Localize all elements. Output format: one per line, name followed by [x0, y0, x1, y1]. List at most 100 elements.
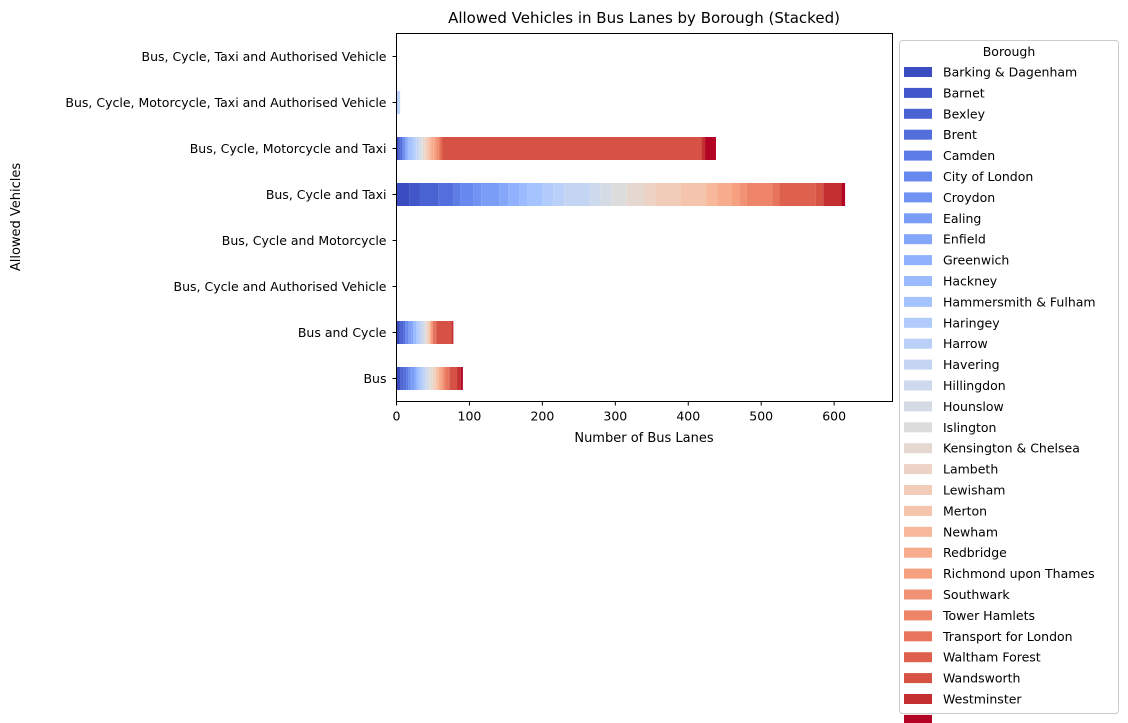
- x-tick-label: 300: [603, 409, 627, 424]
- legend-swatch: [904, 317, 932, 328]
- bar-segment: [419, 321, 421, 344]
- legend-label: Islington: [943, 420, 996, 435]
- legend-swatch: [904, 87, 932, 98]
- bar-segment: [430, 321, 432, 344]
- bar-segment: [440, 137, 443, 160]
- bar-segment: [705, 137, 716, 160]
- legend-label: Westminster: [943, 692, 1022, 707]
- bar-segment: [409, 183, 421, 206]
- bar-segment: [460, 183, 474, 206]
- legend-label: Lambeth: [943, 462, 998, 477]
- plot-area: Bus Bus and Cycle Bus, Cycle and Authorise…: [65, 33, 893, 424]
- legend-label: Bexley: [943, 106, 986, 121]
- bar-segment: [417, 321, 420, 344]
- legend-swatch: [904, 673, 932, 684]
- bar-segment: [427, 137, 430, 160]
- bar-segment: [411, 367, 415, 390]
- bar-segment: [423, 321, 425, 344]
- bar-segment: [499, 183, 509, 206]
- bar-segment: [445, 367, 449, 390]
- legend-swatch: [904, 129, 932, 140]
- bar-segment: [432, 367, 435, 390]
- bar-segment: [442, 367, 444, 390]
- legend: Borough Barking & Dagenham Barnet Bexley Br…: [899, 40, 1119, 723]
- legend-swatch: [904, 359, 932, 370]
- bar-segment: [409, 321, 412, 344]
- bar-segment: [418, 137, 420, 160]
- legend-label: Richmond upon Thames: [943, 566, 1095, 581]
- bar-segment: [399, 91, 401, 114]
- bar-segment: [404, 137, 406, 160]
- legend-swatch: [904, 338, 932, 349]
- legend-swatch: [904, 610, 932, 621]
- bar-segment: [415, 367, 417, 390]
- bar-segment: [408, 367, 411, 390]
- bar-segment: [429, 367, 431, 390]
- bar-segment: [406, 367, 409, 390]
- bar-segment: [422, 137, 425, 160]
- bar-segment: [410, 137, 413, 160]
- bar-segment: [841, 183, 846, 206]
- bar-segment: [397, 91, 398, 114]
- y-tick-label: Bus, Cycle, Motorcycle and Taxi: [190, 141, 387, 156]
- bar-segment: [626, 183, 645, 206]
- legend-items: Barking & Dagenham Barnet Bexley Brent Camde…: [904, 65, 1096, 723]
- bar-segment: [519, 183, 528, 206]
- bar-segment: [419, 137, 422, 160]
- bar-segment: [439, 137, 441, 160]
- bar-segment: [706, 183, 718, 206]
- legend-swatch: [904, 234, 932, 245]
- bar-segment: [410, 367, 412, 390]
- legend-label: Hounslow: [943, 399, 1004, 414]
- bar-segment: [600, 183, 612, 206]
- bar-segment: [701, 137, 706, 160]
- bar-segment: [405, 137, 407, 160]
- bar-segment: [396, 137, 399, 160]
- bar-segment: [448, 367, 450, 390]
- legend-label: Greenwich: [943, 253, 1009, 268]
- legend-label: Lewisham: [943, 483, 1005, 498]
- bar-segment: [428, 321, 430, 344]
- legend-swatch: [904, 652, 932, 663]
- bar-segment: [425, 321, 427, 344]
- legend-label: Croydon: [943, 190, 995, 205]
- legend-label: Merton: [943, 503, 987, 518]
- bar-segment: [408, 137, 411, 160]
- x-tick-label: 400: [676, 409, 700, 424]
- legend-label: Hackney: [943, 274, 998, 289]
- legend-label: Ealing: [943, 211, 981, 226]
- bar-segment: [420, 183, 439, 206]
- bar-segment: [416, 321, 418, 344]
- bar-segment: [746, 183, 773, 206]
- bar-segment: [414, 367, 416, 390]
- bar-segment: [508, 183, 520, 206]
- legend-label: Newham: [943, 524, 998, 539]
- x-tick-label: 200: [530, 409, 554, 424]
- legend-label: Southwark: [943, 587, 1010, 602]
- bar-segment: [399, 321, 401, 344]
- legend-label: Brent: [943, 127, 977, 142]
- legend-label: Waltham Forest: [943, 650, 1041, 665]
- bar-segment: [431, 137, 434, 160]
- x-tick-label: 600: [822, 409, 846, 424]
- bar-segment: [422, 321, 424, 344]
- bar-segment: [611, 183, 627, 206]
- bars-group: [396, 91, 846, 390]
- bar-segment: [431, 321, 433, 344]
- bar-segment: [396, 183, 410, 206]
- bar-segment: [413, 321, 415, 344]
- bar-segment: [414, 321, 417, 344]
- bar-segment: [400, 321, 404, 344]
- bar-segment: [402, 137, 404, 160]
- bar-segment: [397, 91, 399, 114]
- bar-segment: [433, 137, 436, 160]
- bar-segment: [440, 367, 443, 390]
- bar-segment: [430, 367, 433, 390]
- bar-segment: [401, 367, 404, 390]
- legend-swatch: [904, 108, 932, 119]
- bar-segment: [403, 321, 406, 344]
- bar-segment: [421, 137, 423, 160]
- bar-segment: [398, 91, 400, 114]
- y-tick-label: Bus, Cycle and Motorcycle: [222, 233, 387, 248]
- y-tick-label: Bus and Cycle: [298, 325, 387, 340]
